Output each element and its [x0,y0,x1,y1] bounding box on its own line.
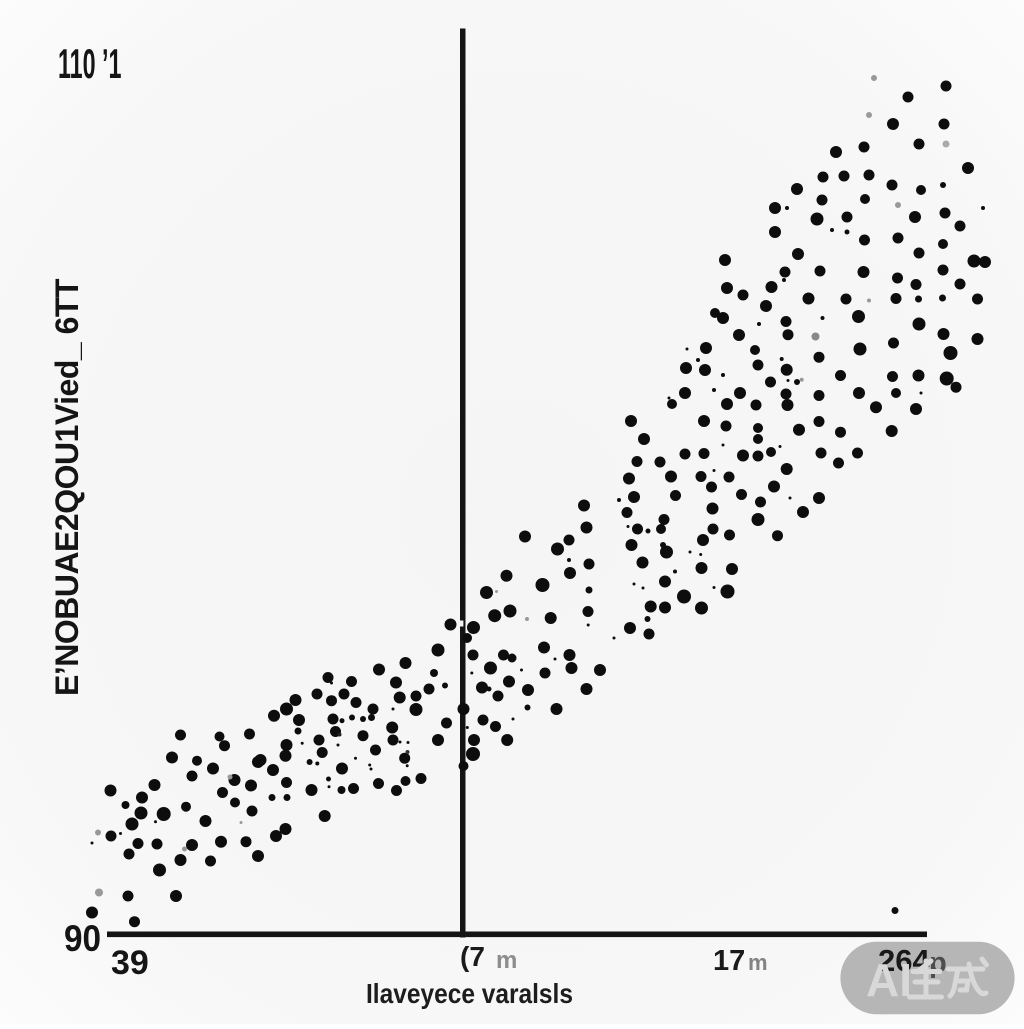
svg-text:E’NOBUAE2QOU1Vied_ 6TT: E’NOBUAE2QOU1Vied_ 6TT [49,278,85,696]
svg-text:AI: AI [866,954,912,1006]
svg-text:90: 90 [64,918,101,959]
svg-text:110 ’1: 110 ’1 [58,41,122,88]
svg-text:(7: (7 [460,941,485,972]
svg-text:m: m [748,950,768,975]
svg-text:39: 39 [111,944,149,982]
svg-text:m: m [496,947,517,974]
svg-text:Ilaveyece varalsls: Ilaveyece varalsls [366,977,573,1009]
svg-text:17: 17 [713,945,745,977]
